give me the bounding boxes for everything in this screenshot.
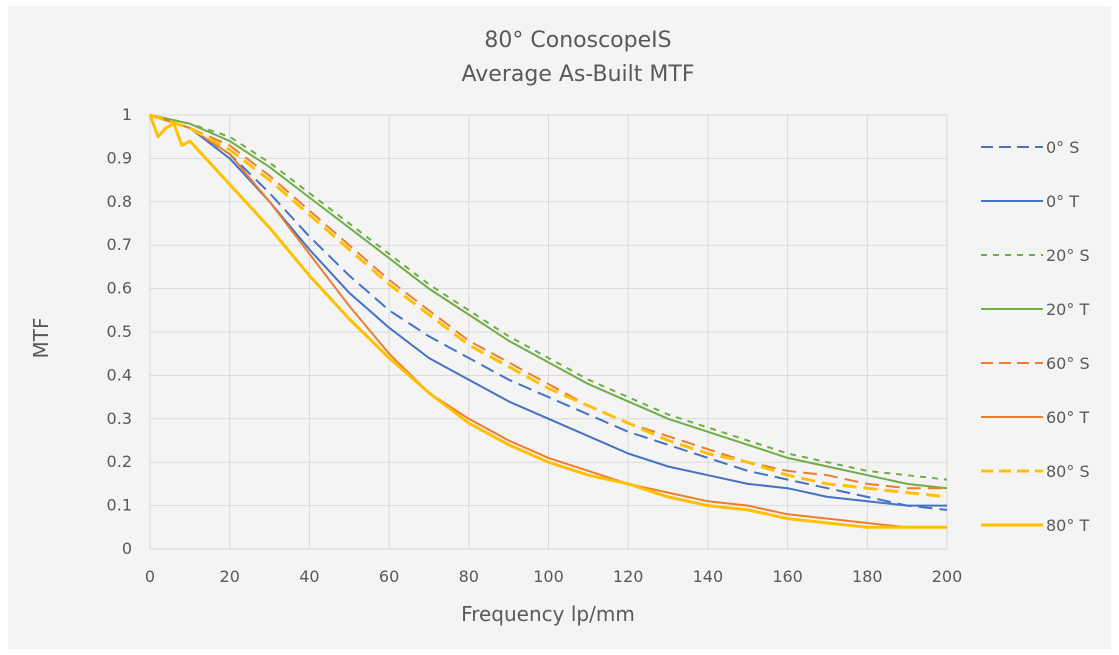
series-line-7 <box>148 114 947 529</box>
x-tick-label: 120 <box>613 567 644 586</box>
mtf-chart: 80° ConoscopeIS Average As-Built MTF 0 20… <box>29 28 1090 626</box>
y-tick-label: 0.9 <box>107 148 132 167</box>
tick-labels: 0 20 40 60 80 100 120 140 160 180 200 0 0.1 0.2 0.3 0.4… <box>107 105 963 586</box>
legend-label-0: 0° S <box>1046 138 1079 157</box>
y-axis-label: MTF <box>29 318 53 359</box>
y-tick-label: 0.4 <box>107 365 132 384</box>
x-tick-label: 140 <box>693 567 724 586</box>
series-line-2 <box>149 114 948 481</box>
series-line-3 <box>149 114 948 490</box>
chart-title: 80° ConoscopeIS <box>484 28 671 53</box>
x-tick-label: 0 <box>145 567 155 586</box>
chart-frame: 80° ConoscopeIS Average As-Built MTF 0 20… <box>8 6 1111 649</box>
legend-label-2: 20° S <box>1046 246 1090 265</box>
x-tick-label: 200 <box>932 567 963 586</box>
y-tick-label: 0.5 <box>107 322 132 341</box>
x-tick-label: 100 <box>533 567 564 586</box>
x-tick-label: 20 <box>220 567 240 586</box>
legend-label-3: 20° T <box>1046 300 1089 319</box>
series-line-0 <box>149 114 948 511</box>
legend-label-4: 60° S <box>1046 354 1090 373</box>
y-tick-label: 0.2 <box>107 452 132 471</box>
series-line-6 <box>149 113 948 499</box>
x-tick-label: 60 <box>379 567 399 586</box>
legend-label-6: 80° S <box>1046 462 1090 481</box>
y-tick-label: 0.3 <box>107 409 132 428</box>
y-tick-label: 0.8 <box>107 192 132 211</box>
legend-label-1: 0° T <box>1046 192 1079 211</box>
series-lines <box>148 113 948 529</box>
series-line-5 <box>149 114 947 529</box>
y-tick-label: 0 <box>122 539 132 558</box>
y-tick-label: 0.1 <box>107 496 132 515</box>
legend: 0° S 0° T 20° S 20° T 60° S 60° T 80° S 80° T <box>981 138 1090 535</box>
x-tick-label: 180 <box>852 567 883 586</box>
y-tick-label: 1 <box>122 105 132 124</box>
y-tick-label: 0.7 <box>107 235 132 254</box>
x-tick-label: 160 <box>772 567 803 586</box>
series-line-4 <box>149 114 947 490</box>
x-axis-label: Frequency lp/mm <box>461 602 635 626</box>
y-tick-label: 0.6 <box>107 279 132 298</box>
chart-subtitle: Average As-Built MTF <box>462 62 695 87</box>
x-tick-label: 40 <box>299 567 319 586</box>
x-tick-label: 80 <box>459 567 479 586</box>
legend-label-7: 80° T <box>1046 516 1089 535</box>
legend-label-5: 60° T <box>1046 408 1089 427</box>
